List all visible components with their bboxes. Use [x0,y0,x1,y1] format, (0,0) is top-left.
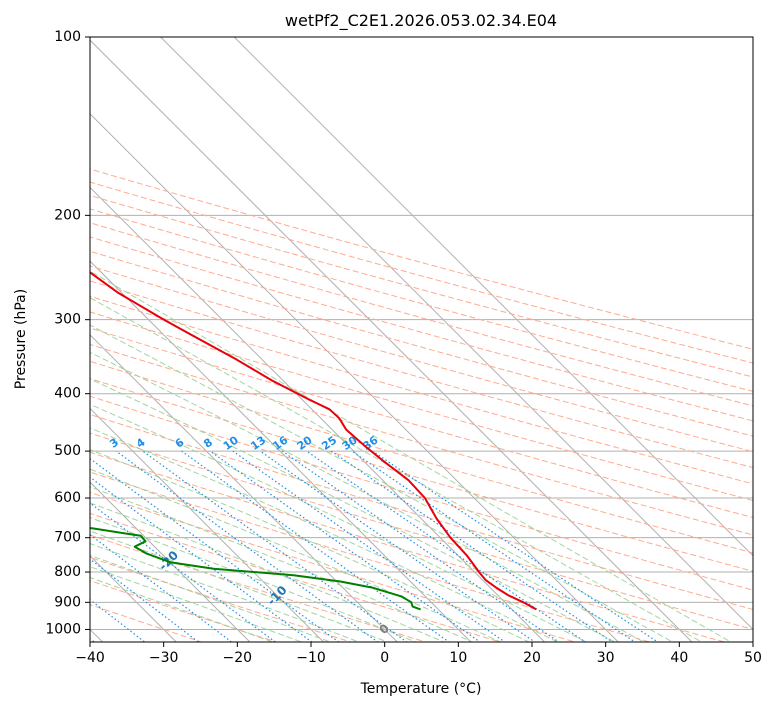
dry-adiabat [90,604,204,642]
mixing-ratio-line [90,502,277,642]
dry-adiabat [90,395,753,591]
moist-adiabat [90,270,732,642]
x-tick-label: 40 [670,650,688,666]
dry-adiabat [90,471,652,642]
mixing-ratio-line [90,558,200,642]
mixing-ratio-line [330,450,614,642]
dry-adiabat [90,181,753,364]
dry-adiabat [90,451,727,642]
y-tick-label: 400 [54,386,81,402]
x-tick-label: −40 [75,650,105,666]
dry-adiabat [90,343,753,536]
dry-adiabat [90,360,753,554]
y-tick-label: 1000 [45,621,81,637]
y-axis-ticks: 100 200 300 400 500 600 700 800 900 1000 [45,29,90,637]
x-tick-label: 10 [449,650,467,666]
isotherm-line [159,37,753,631]
mixing-ratio-line [282,450,560,642]
y-tick-label: 700 [54,530,81,546]
dry-adiabat [90,208,753,392]
y-tick-label: 600 [54,490,81,506]
y-axis-label: Pressure (hPa) [13,289,29,389]
dry-adiabats [90,168,753,642]
y-tick-label: 100 [54,29,81,45]
isotherm-line [90,260,472,642]
isotherm-line [90,39,693,642]
pressure-gridlines [90,37,753,630]
x-tick-label: 0 [380,650,389,666]
moist-adiabat [90,297,703,642]
dry-adiabat [90,512,502,642]
mixing-ratio-line [115,450,379,642]
mixing-ratio-line [372,450,659,642]
isotherm-line [233,37,753,557]
moist-adiabat [90,427,559,642]
dry-adiabat [90,250,753,437]
x-tick-label: 20 [523,650,541,666]
temperature-line [90,271,537,611]
moist-adiabat [90,566,304,642]
mixing-ratio-line [142,450,408,642]
x-tick-label: 30 [597,650,615,666]
dewpoint-line [90,527,421,611]
moist-adiabat [90,486,474,642]
dry-adiabat [90,534,428,642]
mixing-ratio-line [90,476,313,642]
y-tick-label: 900 [54,594,81,610]
x-axis-label: Temperature (°C) [360,681,482,697]
x-tick-label: −20 [223,650,253,666]
chart-title: wetPf2_C2E1.2026.053.02.34.E04 [285,11,557,31]
mixing-ratio-line [351,450,637,642]
moist-adiabat [90,543,361,642]
y-tick-label: 200 [54,207,81,223]
y-tick-label: 800 [54,564,81,580]
moist-adiabat [90,502,446,642]
moist-adiabat [90,378,616,642]
x-tick-label: 50 [744,650,762,666]
mixing-ratio-line [181,450,451,642]
y-tick-label: 500 [54,443,81,459]
dry-adiabat [90,413,753,611]
mixing-ratio-lines [90,450,659,642]
dry-adiabat [90,265,753,453]
dry-adiabat [90,311,753,502]
dry-adiabat [90,194,753,378]
moist-adiabat [90,577,275,642]
moist-adiabat [90,449,531,642]
moist-adiabat [90,403,588,642]
isotherm-line [90,481,251,642]
mixing-ratio-line [232,450,506,642]
isotherm-line [90,113,619,642]
mixing-ratio-line [259,450,536,642]
isotherm-line [90,186,546,642]
mixing-ratio-line [90,598,146,642]
dry-adiabat [90,580,278,642]
moist-adiabat [90,530,389,642]
isotherm-line [90,407,325,642]
x-tick-label: −10 [296,650,326,666]
x-tick-label: −30 [149,650,179,666]
x-axis-ticks: −40 −30 −20 −10 0 10 20 30 40 50 [75,642,762,666]
mixing-ratio-line [90,533,233,642]
isotherm-line [90,334,398,642]
plot-frame [89,36,754,643]
y-tick-label: 300 [54,312,81,328]
mixing-ratio-line [306,450,587,642]
dry-adiabat [90,280,753,469]
profile-lines [90,271,537,611]
skewed-isotherms [90,37,753,642]
